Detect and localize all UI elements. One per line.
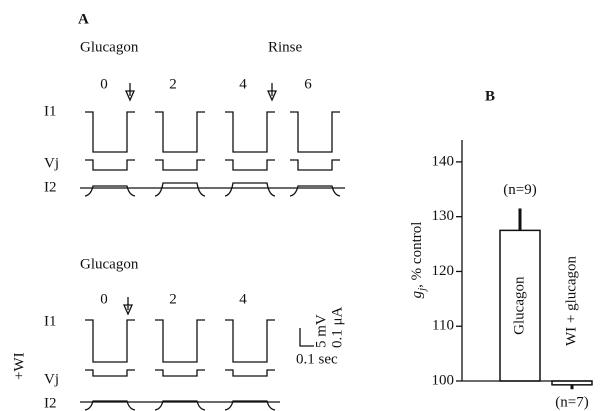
trace <box>84 400 136 411</box>
trace <box>155 111 205 153</box>
y-tick-label: 100 <box>432 372 455 388</box>
category-label: Glucagon <box>511 276 527 335</box>
trace <box>224 400 276 411</box>
trace <box>290 159 340 171</box>
scale-label: 0.1 μA <box>329 306 345 348</box>
arrow <box>266 83 278 102</box>
trace-label: Vj <box>44 371 59 387</box>
time-label: 4 <box>239 76 247 92</box>
traces <box>80 111 345 411</box>
y-tick-label: 130 <box>432 208 455 224</box>
y-axis-label: j <box>416 288 428 293</box>
condition: Glucagon <box>80 39 139 55</box>
n-label: (n=7) <box>555 395 588 411</box>
condition: Rinse <box>268 39 303 55</box>
trace <box>225 319 275 363</box>
trace <box>154 182 206 197</box>
trace-label: I2 <box>44 179 57 195</box>
scale-label: 5 mV <box>313 314 329 348</box>
time-label: 2 <box>169 76 177 92</box>
trace-label: Vj <box>44 155 59 171</box>
trace-label: I2 <box>44 395 57 411</box>
time-label: 4 <box>239 291 247 307</box>
trace <box>85 159 135 171</box>
n-label: (n=9) <box>503 182 536 198</box>
trace <box>85 111 135 153</box>
arrow <box>122 297 134 316</box>
y-tick-label: 120 <box>432 263 455 279</box>
panel-letter: B <box>485 88 495 104</box>
trace-label: I1 <box>44 313 57 329</box>
trace <box>225 159 275 171</box>
trace <box>84 185 136 197</box>
category-label: WI + glucagon <box>563 255 579 346</box>
scale-label: 0.1 sec <box>296 351 338 367</box>
y-tick-label: 140 <box>432 153 455 169</box>
condition: Glucagon <box>80 256 139 272</box>
trace <box>85 369 135 377</box>
treatment: +WI <box>11 352 27 380</box>
y-axis-label: , % control <box>409 222 425 288</box>
y-axis-label: gj, % control <box>409 222 427 299</box>
y-axis-label: g <box>409 290 425 298</box>
scale-bar <box>299 328 314 347</box>
trace-label: I1 <box>44 103 57 119</box>
time-label: 2 <box>169 291 177 307</box>
trace <box>155 159 205 171</box>
trace <box>290 111 340 153</box>
trace <box>155 319 205 363</box>
trace <box>224 182 276 197</box>
trace <box>155 369 205 377</box>
time-label: 6 <box>304 76 312 92</box>
time-label: 0 <box>100 291 108 307</box>
panel-letter: A <box>78 11 89 27</box>
trace <box>225 369 275 377</box>
arrow <box>124 83 136 102</box>
y-tick-label: 110 <box>432 318 454 334</box>
trace <box>289 185 341 197</box>
trace <box>85 319 135 363</box>
trace <box>225 111 275 153</box>
time-label: 0 <box>100 76 108 92</box>
trace <box>154 400 206 411</box>
